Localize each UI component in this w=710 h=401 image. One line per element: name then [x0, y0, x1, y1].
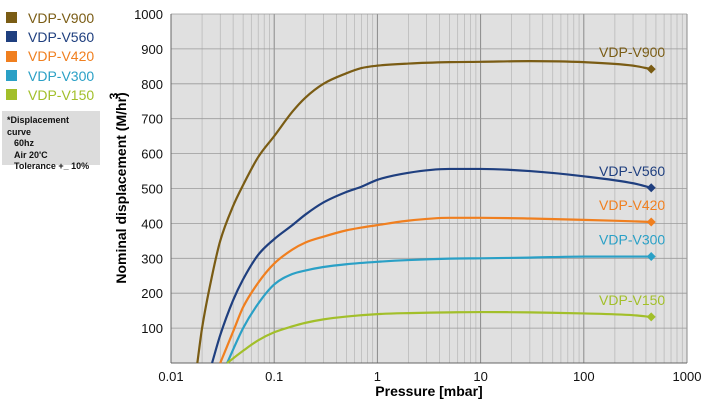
displacement-note: *Displacement curve 60hz Air 20'C Tolera… [2, 111, 100, 171]
legend-label: VDP-V900 [28, 9, 95, 26]
series-end-label: VDP-V300 [599, 232, 665, 248]
y-tick-label: 600 [141, 147, 163, 162]
legend-item-vdp-v900: VDP-V900 [6, 8, 94, 27]
legend-label: VDP-V150 [28, 86, 95, 103]
legend-item-vdp-v300: VDP-V300 [6, 66, 94, 85]
x-axis-label: Pressure [mbar] [375, 383, 482, 399]
x-tick-label: 10 [473, 369, 487, 384]
legend-swatch [6, 70, 17, 82]
legend-swatch [6, 50, 17, 62]
note-title: *Displacement curve [7, 115, 70, 137]
note-line-air: Air 20'C [14, 149, 48, 160]
x-tick-label: 1000 [673, 369, 702, 384]
y-tick-label: 800 [141, 77, 163, 92]
series-end-label: VDP-V420 [599, 197, 665, 213]
x-tick-label: 0.01 [158, 369, 183, 384]
series-end-marker [646, 252, 656, 262]
y-tick-label: 500 [141, 182, 163, 197]
legend-item-vdp-v150: VDP-V150 [6, 85, 94, 104]
legend-label: VDP-V300 [28, 67, 95, 84]
note-line-tolerance: Tolerance +_ 10% [14, 161, 90, 171]
legend-swatch [6, 12, 17, 24]
y-tick-label: 400 [141, 216, 163, 231]
y-tick-label: 100 [141, 321, 163, 336]
y-tick-label: 700 [141, 112, 163, 127]
legend-swatch [6, 89, 17, 101]
series-end-marker [646, 312, 656, 322]
y-tick-label: 900 [141, 42, 163, 57]
series-end-label: VDP-V150 [599, 292, 665, 308]
y-axis-label: Nominal displacement (M/hr) [113, 92, 129, 283]
legend-label: VDP-V560 [28, 28, 95, 45]
series-lines [196, 60, 656, 364]
x-tick-label: 1 [374, 369, 381, 384]
legend-item-vdp-v420: VDP-V420 [6, 47, 94, 66]
series-line-vdp-v150 [226, 310, 652, 364]
series-line-vdp-v300 [226, 255, 652, 364]
axes: 100 200 300 400 500 600 700 800 900 1000 0.01 0.1 1 1… [134, 7, 701, 384]
y-tick-label: 300 [141, 251, 163, 266]
legend: VDP-V900 VDP-V560 VDP-V420 VDP-V300 VDP-V150 [6, 8, 94, 104]
series-end-label: VDP-V560 [599, 163, 665, 179]
series-line-vdp-v560 [211, 167, 652, 364]
y-tick-label: 1000 [134, 7, 163, 22]
legend-swatch [6, 31, 17, 43]
series-line-vdp-v420 [219, 216, 652, 364]
x-tick-label: 0.1 [265, 369, 283, 384]
series-end-marker [646, 183, 656, 193]
series-end-marker [646, 64, 656, 74]
legend-item-vdp-v560: VDP-V560 [6, 27, 94, 46]
series-end-label: VDP-V900 [599, 44, 665, 60]
end-labels: VDP-V900 VDP-V560 VDP-V420 VDP-V300 VDP-V150 [599, 44, 665, 308]
note-line-frequency: 60hz [14, 138, 35, 148]
legend-label: VDP-V420 [28, 48, 95, 65]
y-axis-label-superscript: 3 [107, 92, 121, 99]
series-line-vdp-v900 [196, 60, 652, 364]
x-tick-label: 100 [573, 369, 595, 384]
y-tick-label: 200 [141, 286, 163, 301]
series-end-marker [646, 217, 656, 227]
